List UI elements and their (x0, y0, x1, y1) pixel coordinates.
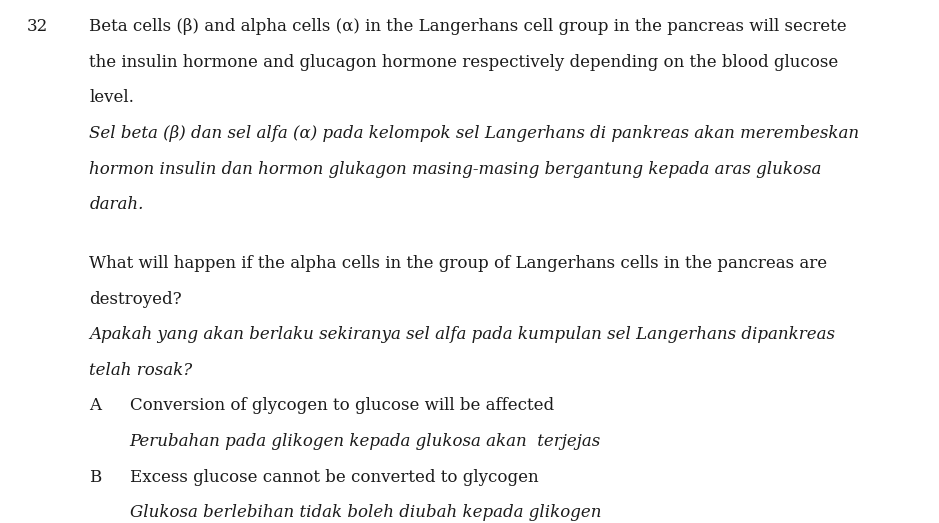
Text: Apakah yang akan berlaku sekiranya sel alfa pada kumpulan sel Langerhans dipankr: Apakah yang akan berlaku sekiranya sel a… (89, 326, 835, 344)
Text: Sel beta (β) dan sel alfa (α) pada kelompok sel Langerhans di pankreas akan mere: Sel beta (β) dan sel alfa (α) pada kelom… (89, 125, 859, 142)
Text: Excess glucose cannot be converted to glycogen: Excess glucose cannot be converted to gl… (130, 469, 538, 486)
Text: 32: 32 (26, 18, 48, 36)
Text: Glukosa berlebihan tidak boleh diubah kepada glikogen: Glukosa berlebihan tidak boleh diubah ke… (130, 504, 601, 521)
Text: level.: level. (89, 89, 134, 107)
Text: the insulin hormone and glucagon hormone respectively depending on the blood glu: the insulin hormone and glucagon hormone… (89, 54, 839, 71)
Text: Beta cells (β) and alpha cells (α) in the Langerhans cell group in the pancreas : Beta cells (β) and alpha cells (α) in th… (89, 18, 847, 36)
Text: What will happen if the alpha cells in the group of Langerhans cells in the panc: What will happen if the alpha cells in t… (89, 255, 827, 272)
Text: A: A (89, 397, 101, 415)
Text: B: B (89, 469, 101, 486)
Text: destroyed?: destroyed? (89, 291, 182, 308)
Text: darah.: darah. (89, 196, 144, 213)
Text: telah rosak?: telah rosak? (89, 362, 192, 379)
Text: Conversion of glycogen to glucose will be affected: Conversion of glycogen to glucose will b… (130, 397, 554, 415)
Text: hormon insulin dan hormon glukagon masing-masing bergantung kepada aras glukosa: hormon insulin dan hormon glukagon masin… (89, 161, 822, 178)
Text: Perubahan pada glikogen kepada glukosa akan  terjejas: Perubahan pada glikogen kepada glukosa a… (130, 433, 601, 450)
